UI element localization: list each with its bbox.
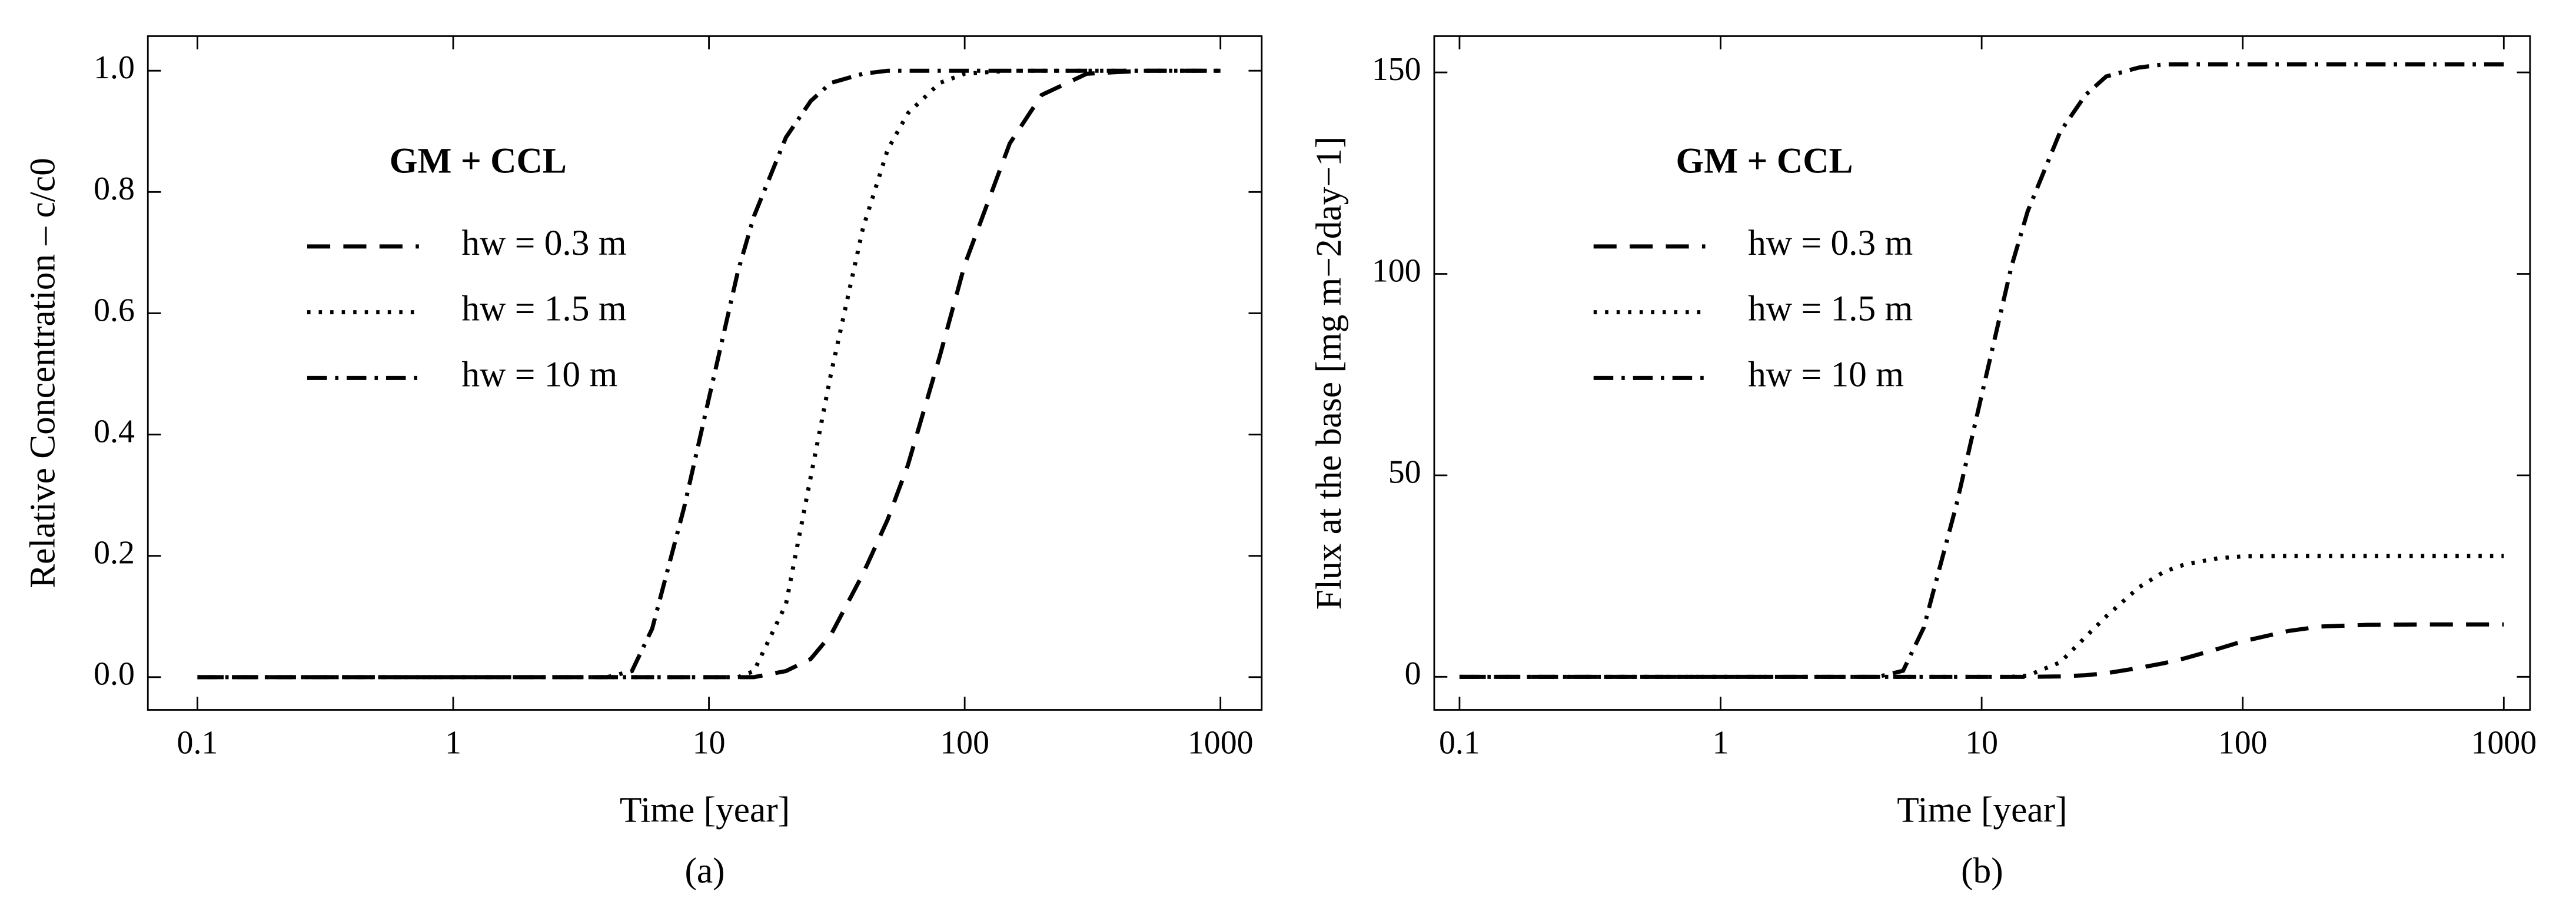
data-line (197, 68, 1221, 680)
data-line (1459, 622, 2504, 679)
data-line (197, 68, 1221, 680)
x-tick-label: 1 (445, 725, 461, 761)
y-tick-label: 0 (1405, 655, 1421, 692)
x-tick-label: 100 (940, 725, 989, 761)
x-tick-label: 10 (693, 725, 726, 761)
data-line (1459, 62, 2504, 679)
plot-frame (147, 35, 1263, 711)
y-tick-label: 0.6 (94, 292, 135, 328)
plot-frame (1433, 35, 2531, 711)
x-axis-label: Time [year] (620, 790, 790, 830)
y-axis-label: Relative Concentration – c/c0 (22, 158, 62, 588)
y-tick-label: 50 (1388, 454, 1421, 491)
x-tick-label: 1000 (2471, 725, 2537, 761)
y-tick-label: 0.8 (94, 171, 135, 207)
x-tick-label: 10 (1965, 725, 1998, 761)
x-tick-label: 1000 (1188, 725, 1254, 761)
y-tick-label: 1.0 (94, 49, 135, 86)
data-line (1459, 554, 2504, 679)
y-tick-label: 0.0 (94, 656, 135, 693)
y-axis-label: Flux at the base [mg m−2day−1] (1309, 137, 1349, 610)
x-tick-label: 100 (2218, 725, 2268, 761)
x-tick-label: 1 (1713, 725, 1729, 761)
legend-label: hw = 1.5 m (1748, 289, 1913, 329)
data-line (197, 68, 1221, 680)
y-tick-label: 150 (1372, 51, 1421, 88)
y-tick-label: 0.4 (94, 413, 135, 450)
x-tick-label: 0.1 (1439, 725, 1480, 761)
annotation: GM + CCL (1676, 141, 1853, 181)
legend-label: hw = 10 m (1748, 354, 1904, 394)
x-axis-label: Time [year] (1897, 790, 2067, 830)
y-tick-label: 0.2 (94, 535, 135, 571)
panel-label: (b) (1961, 851, 2003, 891)
annotation: GM + CCL (390, 141, 567, 181)
legend-label: hw = 1.5 m (461, 289, 626, 329)
legend-label: hw = 10 m (461, 354, 617, 394)
y-tick-label: 100 (1372, 252, 1421, 289)
legend-label: hw = 0.3 m (461, 223, 626, 263)
legend-label: hw = 0.3 m (1748, 223, 1913, 263)
x-tick-label: 0.1 (177, 725, 218, 761)
panel-label: (a) (684, 851, 724, 891)
